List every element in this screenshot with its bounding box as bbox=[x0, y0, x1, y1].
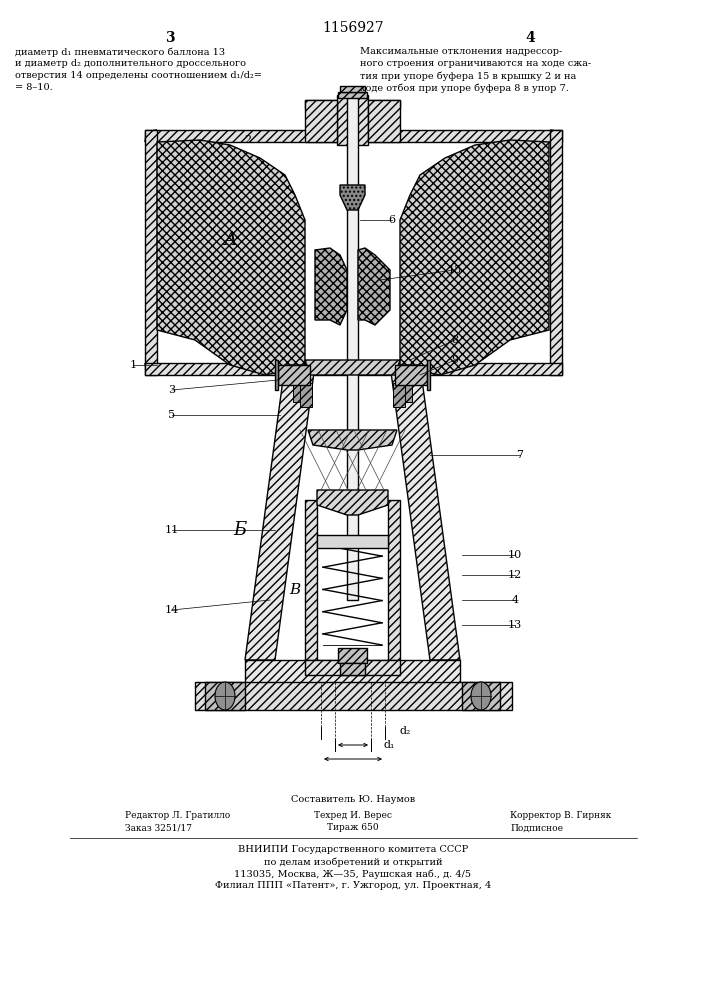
Polygon shape bbox=[305, 360, 400, 375]
Polygon shape bbox=[462, 682, 500, 710]
Polygon shape bbox=[550, 130, 562, 375]
Polygon shape bbox=[305, 660, 400, 675]
Text: по делам изобретений и открытий: по делам изобретений и открытий bbox=[264, 857, 443, 867]
Polygon shape bbox=[337, 95, 368, 145]
Text: Подписное: Подписное bbox=[510, 824, 563, 832]
Polygon shape bbox=[340, 86, 365, 92]
Polygon shape bbox=[305, 500, 317, 660]
Ellipse shape bbox=[471, 682, 491, 710]
Text: Корректор В. Гирняк: Корректор В. Гирняк bbox=[510, 812, 612, 820]
Text: А: А bbox=[223, 231, 237, 249]
Text: В: В bbox=[289, 583, 300, 597]
Text: 3: 3 bbox=[168, 385, 175, 395]
Polygon shape bbox=[300, 383, 312, 407]
Text: тия при упоре буфера 15 в крышку 2 и на: тия при упоре буфера 15 в крышку 2 и на bbox=[360, 71, 576, 81]
Polygon shape bbox=[338, 648, 367, 663]
Text: 113035, Москва, Ж—35, Раушская наб., д. 4/5: 113035, Москва, Ж—35, Раушская наб., д. … bbox=[235, 869, 472, 879]
Text: 6: 6 bbox=[388, 215, 395, 225]
Polygon shape bbox=[275, 360, 278, 390]
Polygon shape bbox=[293, 378, 305, 402]
Text: 11: 11 bbox=[165, 525, 179, 535]
Text: Составитель Ю. Наумов: Составитель Ю. Наумов bbox=[291, 796, 415, 804]
Text: и диаметр d₂ дополнительного дроссельного: и диаметр d₂ дополнительного дроссельног… bbox=[15, 60, 246, 68]
Text: Техред И. Верес: Техред И. Верес bbox=[314, 812, 392, 820]
Text: d₂: d₂ bbox=[399, 726, 411, 736]
Text: 5: 5 bbox=[168, 410, 175, 420]
Polygon shape bbox=[427, 360, 430, 390]
Text: Б: Б bbox=[233, 521, 247, 539]
Text: 4: 4 bbox=[525, 31, 535, 45]
Text: 4: 4 bbox=[511, 595, 518, 605]
Polygon shape bbox=[205, 682, 245, 710]
Polygon shape bbox=[340, 663, 365, 675]
Text: 9: 9 bbox=[452, 355, 459, 365]
Text: 12: 12 bbox=[508, 570, 522, 580]
Text: 3: 3 bbox=[165, 31, 175, 45]
Text: 10: 10 bbox=[508, 550, 522, 560]
Text: ного строения ограничиваются на ходе сжа-: ного строения ограничиваются на ходе сжа… bbox=[360, 60, 591, 68]
Polygon shape bbox=[245, 660, 460, 685]
Polygon shape bbox=[245, 365, 315, 660]
Polygon shape bbox=[368, 100, 400, 142]
Polygon shape bbox=[393, 383, 405, 407]
Polygon shape bbox=[358, 248, 390, 325]
Polygon shape bbox=[395, 365, 427, 385]
Polygon shape bbox=[340, 185, 365, 210]
Text: диаметр d₁ пневматического баллона 13: диаметр d₁ пневматического баллона 13 bbox=[15, 47, 225, 57]
Text: Редактор Л. Гратилло: Редактор Л. Гратилло bbox=[125, 812, 230, 820]
Polygon shape bbox=[145, 130, 157, 375]
Polygon shape bbox=[145, 363, 562, 375]
Polygon shape bbox=[145, 130, 562, 142]
Polygon shape bbox=[305, 100, 400, 108]
Text: 2: 2 bbox=[245, 135, 252, 145]
Text: ВНИИПИ Государственного комитета СССР: ВНИИПИ Государственного комитета СССР bbox=[238, 846, 468, 854]
Text: 15: 15 bbox=[448, 265, 462, 275]
Polygon shape bbox=[317, 490, 388, 515]
Polygon shape bbox=[400, 378, 412, 402]
Polygon shape bbox=[347, 92, 358, 600]
Text: Тираж 650: Тираж 650 bbox=[327, 824, 379, 832]
Polygon shape bbox=[338, 92, 367, 98]
Text: 14: 14 bbox=[165, 605, 179, 615]
Polygon shape bbox=[157, 140, 305, 375]
Polygon shape bbox=[317, 535, 388, 548]
Text: = 8–10.: = 8–10. bbox=[15, 84, 53, 93]
Polygon shape bbox=[278, 365, 310, 385]
Polygon shape bbox=[305, 100, 337, 142]
Polygon shape bbox=[400, 140, 549, 375]
Polygon shape bbox=[195, 682, 512, 710]
Text: ходе отбоя при упоре буфера 8 в упор 7.: ходе отбоя при упоре буфера 8 в упор 7. bbox=[360, 83, 569, 93]
Polygon shape bbox=[388, 500, 400, 660]
Text: отверстия 14 определены соотношением d₁/d₂=: отверстия 14 определены соотношением d₁/… bbox=[15, 72, 262, 81]
Text: Максимальные отклонения надрессор-: Максимальные отклонения надрессор- bbox=[360, 47, 562, 56]
Text: Филиал ППП «Патент», г. Ужгород, ул. Проектная, 4: Филиал ППП «Патент», г. Ужгород, ул. Про… bbox=[215, 882, 491, 890]
Ellipse shape bbox=[215, 682, 235, 710]
Text: 1156927: 1156927 bbox=[322, 21, 384, 35]
Text: 7: 7 bbox=[517, 450, 523, 460]
Text: 13: 13 bbox=[508, 620, 522, 630]
Text: 8: 8 bbox=[452, 335, 459, 345]
Polygon shape bbox=[390, 365, 460, 660]
Text: Заказ 3251/17: Заказ 3251/17 bbox=[125, 824, 192, 832]
Polygon shape bbox=[308, 430, 397, 450]
Polygon shape bbox=[315, 248, 347, 325]
Text: d₁: d₁ bbox=[383, 740, 395, 750]
Text: 1: 1 bbox=[129, 360, 136, 370]
